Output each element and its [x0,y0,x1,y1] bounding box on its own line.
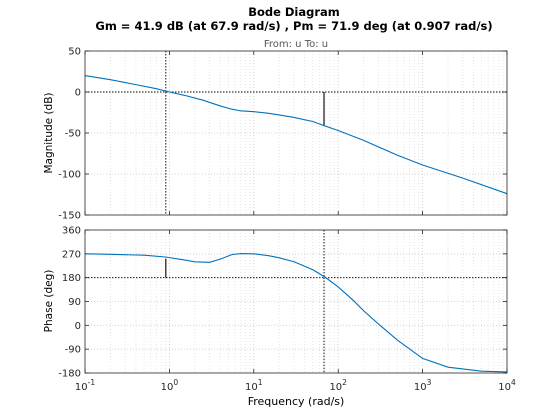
y-tick-label: -50 [65,129,81,140]
phase-curve [84,253,508,373]
chart-subtitle: Gm = 41.9 dB (at 67.9 rad/s) , Pm = 71.9… [95,19,492,33]
y-tick-label: 0 [75,88,81,99]
x-tick-label: 100 [161,378,179,393]
y-tick-label: 270 [62,249,81,260]
phase-panel: -180 -90 0 90 180 270 360 [58,226,508,380]
phase-axis-label: Phase (deg) [43,270,55,333]
y-tick-label: 90 [68,297,81,308]
x-tick-label: 102 [329,378,347,393]
phase-frame [84,229,508,374]
y-tick-label: -100 [58,170,81,181]
x-tick-label: 101 [245,378,263,393]
y-tick-label: 360 [62,226,81,237]
y-tick-label: 180 [62,273,81,284]
y-tick-label: 50 [68,47,81,58]
magnitude-panel: -150 -100 -50 0 50 [58,47,508,222]
magnitude-frame [84,50,508,216]
x-tick-label: 104 [498,378,516,393]
frequency-axis-label: Frequency (rad/s) [248,395,345,408]
x-tick-label: 103 [414,378,432,393]
io-label: From: u To: u [264,39,328,50]
y-tick-label: -90 [65,345,81,356]
y-tick-label: -150 [58,211,81,222]
chart-title: Bode Diagram [248,5,340,19]
magnitude-axis-label: Magnitude (dB) [43,92,55,173]
x-tick-label: 10-1 [75,378,95,393]
frequency-tick-labels: 10-1 100 101 102 103 104 [75,378,516,393]
y-tick-label: -180 [58,369,81,380]
magnitude-curve [84,75,508,195]
y-tick-label: 0 [75,321,81,332]
